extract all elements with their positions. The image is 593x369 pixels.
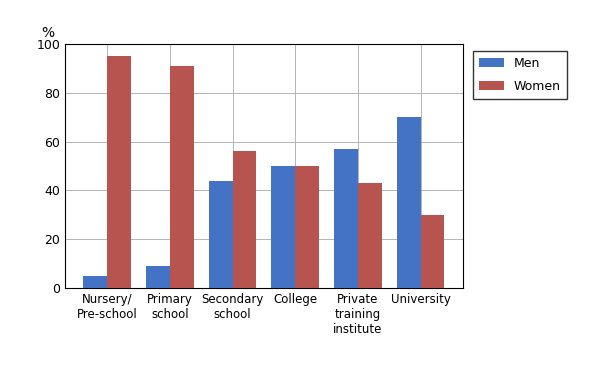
Bar bbox=[295, 166, 319, 288]
Text: %: % bbox=[42, 26, 55, 40]
Bar bbox=[170, 66, 194, 288]
Bar bbox=[146, 266, 170, 288]
Bar bbox=[209, 181, 232, 288]
Bar bbox=[232, 151, 256, 288]
Bar bbox=[358, 183, 382, 288]
Bar bbox=[272, 166, 295, 288]
Bar bbox=[334, 149, 358, 288]
Bar bbox=[420, 215, 445, 288]
Bar bbox=[397, 117, 420, 288]
Bar bbox=[107, 56, 131, 288]
Legend: Men, Women: Men, Women bbox=[473, 51, 568, 99]
Bar bbox=[83, 276, 107, 288]
